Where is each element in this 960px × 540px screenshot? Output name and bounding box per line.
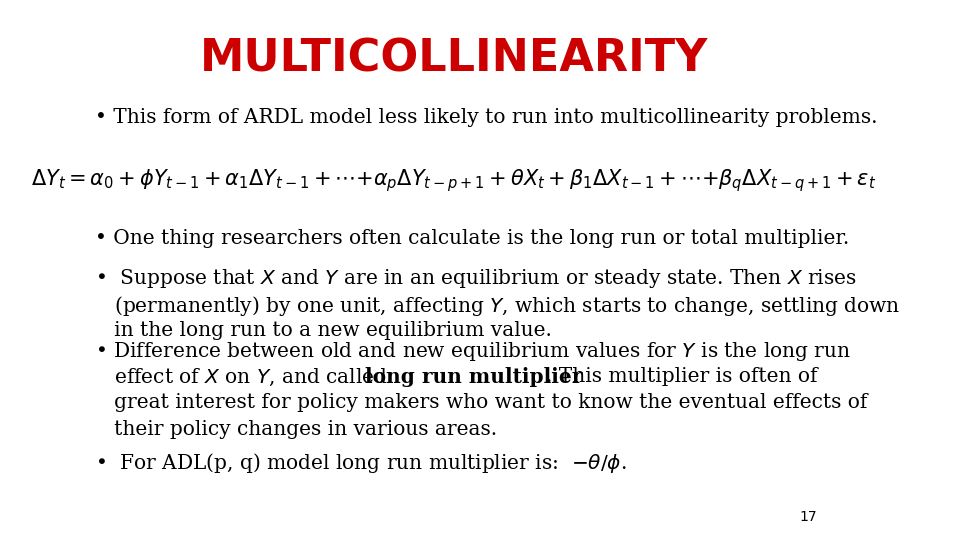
Text: •  Suppose that $X$ and $Y$ are in an equilibrium or steady state. Then $X$ rise: • Suppose that $X$ and $Y$ are in an equ… [95,267,900,340]
Text: long run multiplier: long run multiplier [366,367,583,387]
Text: effect of $X$ on $Y$, and called: effect of $X$ on $Y$, and called [95,367,389,388]
Text: great interest for policy makers who want to know the eventual effects of: great interest for policy makers who wan… [95,393,868,412]
Text: • This form of ARDL model less likely to run into multicollinearity problems.: • This form of ARDL model less likely to… [95,108,877,127]
Text: • Difference between old and new equilibrium values for $Y$ is the long run: • Difference between old and new equilib… [95,340,852,363]
Text: • One thing researchers often calculate is the long run or total multiplier.: • One thing researchers often calculate … [95,230,850,248]
Text: . This multiplier is often of: . This multiplier is often of [546,367,818,386]
Text: MULTICOLLINEARITY: MULTICOLLINEARITY [200,38,708,81]
Text: 17: 17 [800,510,817,524]
Text: •  For ADL(p, q) model long run multiplier is:  $-\theta/\phi$.: • For ADL(p, q) model long run multiplie… [95,451,627,475]
Text: $\Delta Y_t = \alpha_0 + \phi Y_{t-1} + \alpha_1 \Delta Y_{t-1} + \cdots$$ + \al: $\Delta Y_t = \alpha_0 + \phi Y_{t-1} + … [32,167,876,194]
Text: their policy changes in various areas.: their policy changes in various areas. [95,420,497,439]
